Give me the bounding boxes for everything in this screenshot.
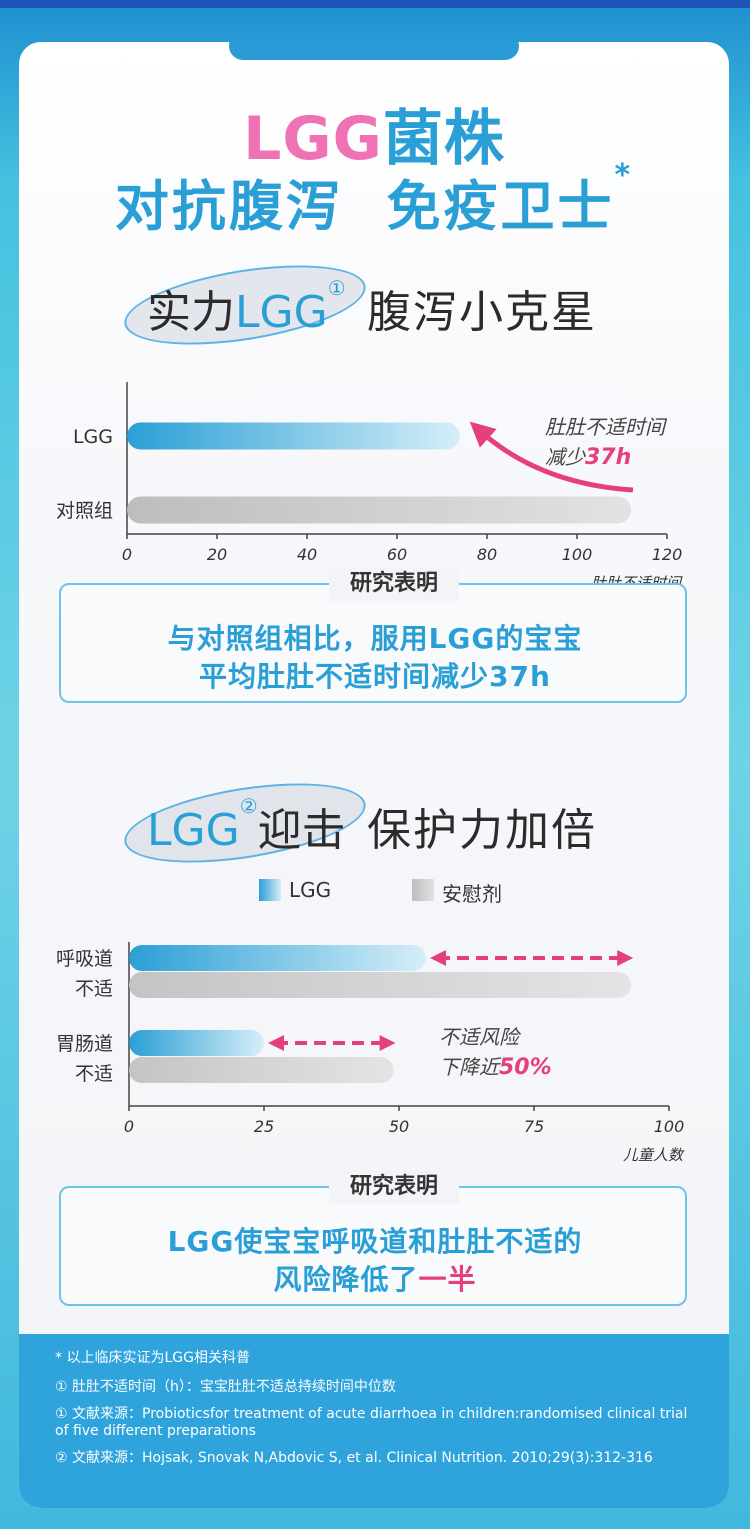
chart2-category-label: 胃肠道: [56, 1033, 113, 1055]
chart2-bar-placebo: [129, 1057, 394, 1083]
conclusion2-dot: [317, 1160, 347, 1190]
chart2-tick-label: 75: [524, 1117, 544, 1136]
conclusion2-line2-prefix: 风险降低了: [273, 1263, 419, 1296]
subtitle-text: 对抗腹泻 免疫卫士: [114, 175, 615, 238]
section2-title: 保护力加倍: [367, 805, 597, 856]
conclusion1-line2: 平均肚肚不适时间减少37h: [199, 660, 551, 693]
section1-badge-lgg: LGG: [235, 287, 328, 338]
card-tab: [229, 42, 519, 60]
conclusion2-line1: LGG使宝宝呼吸道和肚肚不适的: [167, 1225, 583, 1258]
footer-ref1: ① 肚肚不适时间（h）：宝宝肚肚不适总持续时间中位数: [55, 1379, 396, 1395]
conclusion1-label: 研究表明: [317, 557, 459, 601]
legend-placebo-swatch: [412, 879, 434, 901]
conclusion2-box: 研究表明 LGG使宝宝呼吸道和肚肚不适的 风险降低了一半: [59, 1160, 689, 1306]
section2-badge-circle: ②: [239, 794, 258, 818]
chart1-arrow: [469, 421, 634, 493]
chart2-bar-lgg: [129, 945, 426, 971]
section2-badge: LGG②迎击: [147, 794, 346, 858]
chart2-annotation-line2: 下降近50%: [439, 1055, 552, 1080]
footer-ref2: ① 文献来源：Probioticsfor treatment of acute …: [55, 1406, 688, 1439]
chart2-x-axis-title: 儿童人数: [623, 1146, 685, 1164]
section2-badge-suffix: 迎击: [257, 805, 346, 856]
chart1-tick-label: 80: [477, 545, 497, 564]
chart1-tick-label: 0: [122, 545, 132, 564]
main-title: LGG菌株: [19, 90, 729, 177]
chart2-bar-lgg: [129, 1030, 264, 1056]
section1-header: 实力LGG① 腹泻小克星: [19, 251, 729, 359]
footer-ref3: ② 文献来源：Hojsak, Snovak N,Abdovic S, et al…: [55, 1450, 653, 1466]
section2-header: LGG②迎击 保护力加倍: [19, 769, 729, 877]
conclusion1-label-text: 研究表明: [349, 571, 438, 596]
section1-badge: 实力LGG①: [147, 276, 346, 340]
legend-lgg-label: LGG: [289, 878, 332, 902]
legend-placebo-label: 安慰剂: [442, 882, 502, 906]
chart1-tick-label: 60: [387, 545, 407, 564]
chart1-tick-label: 40: [297, 545, 317, 564]
chart2-category-label: 不适: [75, 978, 113, 1000]
section1-badge-prefix: 实力: [147, 287, 235, 338]
conclusion1-box: 研究表明 与对照组相比，服用LGG的宝宝 平均肚肚不适时间减少37h: [59, 557, 687, 703]
chart2-bar-placebo: [129, 972, 632, 998]
chart2-tick-label: 25: [254, 1117, 274, 1136]
section1-badge-circle: ①: [327, 276, 346, 300]
chart1-annotation-line2: 减少37h: [545, 445, 631, 470]
top-bar: [0, 0, 750, 8]
legend-lgg-swatch: [259, 879, 281, 901]
chart1-annotation-value: 37h: [585, 445, 631, 470]
chart2-annotation-value: 50%: [499, 1055, 552, 1080]
title-strain: 菌株: [382, 104, 505, 174]
chart1-tick-label: 20: [207, 545, 227, 564]
subtitle-star: *: [614, 158, 634, 193]
section2-badge-lgg: LGG: [147, 805, 240, 856]
conclusion2-line2: 风险降低了一半: [61, 1258, 689, 1298]
chart2-tick-label: 0: [124, 1117, 134, 1136]
content-card: LGG菌株 对抗腹泻 免疫卫士* 实力LGG① 腹泻小克星 0 20 40 60 80 1…: [19, 42, 729, 1508]
chart2-annotation-line1: 不适风险: [439, 1025, 522, 1049]
chart1-tick-label: 120: [652, 545, 683, 564]
conclusion2-line2-pink: 一半: [418, 1263, 477, 1296]
section1-title: 腹泻小克星: [367, 287, 597, 338]
chart2-tick-label: 100: [654, 1117, 685, 1136]
chart1-annotation-line1: 肚肚不适时间: [545, 415, 668, 439]
conclusion2-label: 研究表明: [317, 1160, 459, 1204]
conclusion2-label-text: 研究表明: [349, 1174, 438, 1199]
main-subtitle: 对抗腹泻 免疫卫士*: [19, 158, 729, 241]
footer-references: * 以上临床实证为LGG相关科普 ① 肚肚不适时间（h）：宝宝肚肚不适总持续时间…: [19, 1334, 729, 1508]
chart2-category-label: 不适: [75, 1063, 113, 1085]
chart2-tick-label: 50: [389, 1117, 409, 1136]
chart1-category-label: LGG: [73, 426, 113, 448]
chart2-category-label: 呼吸道: [56, 948, 113, 970]
chart1-tick-label: 100: [562, 545, 593, 564]
title-lgg: LGG: [243, 104, 383, 174]
chart1-bar: [127, 422, 460, 450]
footer-note: * 以上临床实证为LGG相关科普: [55, 1350, 250, 1366]
chart1-bar: [127, 496, 631, 524]
conclusion1-line1: 与对照组相比，服用LGG的宝宝: [167, 622, 583, 655]
chart1-category-label: 对照组: [56, 500, 113, 522]
chart1-diarrhea: 020406080100120肚肚不适时间LGG对照组肚肚不适时间减少37h: [56, 382, 683, 592]
